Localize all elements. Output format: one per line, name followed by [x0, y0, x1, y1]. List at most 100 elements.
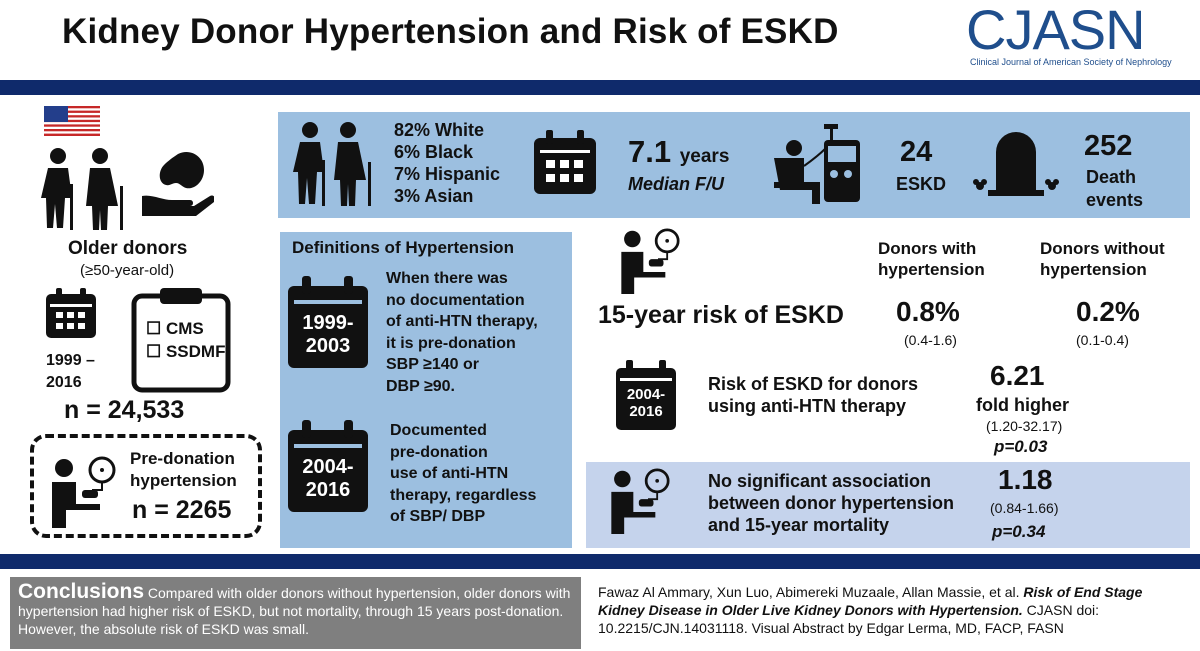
eskd-label: ESKD [896, 174, 947, 194]
period2-badge: 2004- 2016 [288, 456, 368, 502]
followup-unit: years [679, 146, 730, 167]
total-donors: n = 24,533 [64, 396, 185, 424]
demo-black: 6% Black [394, 142, 474, 162]
pre-donation-label-2: hypertension [130, 471, 237, 490]
blood-pressure-patient-icon [621, 228, 680, 294]
period1-line: When there was [386, 270, 508, 287]
mortality-text: No significant association between donor… [708, 470, 954, 536]
period1-line: SBP ≥140 or [386, 356, 479, 373]
death-label-2: events [1086, 190, 1144, 210]
dialysis-machine-icon [774, 124, 860, 204]
study-years-start: 1999 – [46, 352, 95, 369]
followup-label: Median F/U [628, 174, 725, 194]
period1-line: no documentation [386, 291, 525, 309]
col-without-htn: Donors without hypertension [1040, 238, 1165, 280]
mortality-text-line2: between donor hypertension [708, 493, 955, 513]
period1-definition: When there was no documentation of anti-… [386, 268, 538, 397]
risk-label: 15-year risk of ESKD [598, 301, 844, 329]
pre-donation-box [30, 434, 262, 538]
calendar-icon [616, 360, 676, 430]
donor-age-range: (≥50-year-old) [80, 262, 175, 279]
col-without-htn-line2: hypertension [1040, 260, 1147, 279]
risk-without-htn: 0.2% [1076, 296, 1140, 327]
period2-line: use of anti-HTN [390, 465, 509, 482]
calendar-icon [288, 276, 368, 368]
study-years-end: 2016 [46, 374, 82, 391]
death-label-1: Death [1086, 167, 1137, 187]
demographics-list: 82% White 6% Black 7% Hispanic 3% Asian [394, 119, 500, 207]
period1-end: 2003 [305, 335, 351, 357]
checkbox-icon: ☐ [146, 319, 166, 338]
citation: Fawaz Al Ammary, Xun Luo, Abimereki Muza… [598, 583, 1188, 637]
antihtn-label: Risk of ESKD for donors using anti-HTN t… [708, 373, 918, 417]
journal-logo-subtitle: Clinical Journal of American Society of … [970, 57, 1172, 67]
calendar-icon [46, 288, 96, 338]
period1-line: DBP ≥90. [386, 377, 455, 395]
col-with-htn-line2: hypertension [878, 260, 985, 279]
blood-pressure-patient-icon [611, 468, 670, 534]
source-list: ☐ CMS ☐ SSDMF [146, 318, 225, 362]
us-flag-icon [44, 106, 100, 136]
header-divider [0, 80, 1200, 95]
mortality-text-line1: No significant association [708, 471, 932, 491]
period2-line: Documented [390, 422, 487, 439]
mortality-ci: (0.84-1.66) [990, 500, 1059, 516]
col-with-htn: Donors with hypertension [878, 238, 985, 280]
pre-donation-count: n = 2265 [132, 496, 232, 524]
risk-without-htn-ci: (0.1-0.4) [1076, 332, 1129, 348]
conclusion-heading: Conclusions [18, 580, 145, 603]
demo-hispanic: 7% Hispanic [394, 164, 501, 184]
death-count: 252 [1084, 130, 1133, 162]
source-ssdmf: SSDMF [165, 342, 226, 361]
older-donors-icon [41, 148, 123, 230]
pre-donation-label-1: Pre-donation [130, 449, 235, 468]
risk-with-htn-ci: (0.4-1.6) [904, 332, 957, 348]
stats-panel [278, 112, 1190, 218]
period2-start: 2004- [302, 456, 354, 478]
eskd-count: 24 [900, 136, 933, 168]
older-couple-icon [293, 122, 371, 206]
citation-details: CJASN doi: 10.2215/CJN.14031118. Visual … [598, 602, 1100, 636]
fold-label: fold higher [976, 395, 1069, 415]
risk-with-htn: 0.8% [896, 296, 960, 327]
journal-logo: CJASN [966, 0, 1146, 61]
calendar-icon [534, 130, 596, 194]
antihtn-label-line2: using anti-HTN therapy [708, 396, 907, 416]
period1-start: 1999- [302, 312, 354, 334]
calendar-icon [288, 420, 368, 512]
tombstone-icon [973, 132, 1059, 196]
antihtn-period-start: 2004- [626, 386, 666, 403]
antihtn-period-end: 2016 [629, 403, 663, 420]
period2-end: 2016 [305, 479, 351, 501]
fold-p-value: p=0.03 [994, 437, 1048, 456]
mortality-value: 1.18 [998, 464, 1053, 495]
fold-value: 6.21 [990, 360, 1045, 391]
kidney-in-hand-icon [142, 151, 214, 216]
citation-title: Risk of End Stage Kidney Disease in Olde… [598, 584, 1143, 618]
antihtn-period-badge: 2004- 2016 [616, 386, 676, 420]
col-without-htn-line1: Donors without [1040, 239, 1165, 258]
page-title: Kidney Donor Hypertension and Risk of ES… [62, 12, 839, 51]
followup-number: 7.1 [628, 134, 672, 169]
clipboard-icon [131, 288, 231, 393]
fold-ci: (1.20-32.17) [986, 418, 1063, 434]
period2-line: therapy, regardless [390, 486, 537, 504]
period2-line: pre-donation [390, 443, 488, 461]
mortality-panel [586, 462, 1190, 548]
period1-line: of anti-HTN therapy, [386, 313, 538, 330]
mortality-text-line3: and 15-year mortality [708, 515, 890, 535]
footer-divider [0, 554, 1200, 569]
citation-authors: Fawaz Al Ammary, Xun Luo, Abimereki Muza… [598, 584, 1024, 600]
col-with-htn-line1: Donors with [878, 239, 977, 258]
period1-badge: 1999- 2003 [288, 312, 368, 358]
period1-line: it is pre-donation [386, 334, 516, 352]
source-cms: CMS [165, 319, 204, 338]
demo-white: 82% White [394, 120, 485, 140]
definitions-title: Definitions of Hypertension [292, 238, 514, 257]
older-donors-title: Older donors [68, 238, 188, 259]
period2-definition: Documented pre-donation use of anti-HTN … [390, 420, 536, 528]
period2-line: of SBP/ DBP [390, 508, 486, 525]
antihtn-label-line1: Risk of ESKD for donors [708, 374, 919, 394]
conclusion-text: Compared with older donors without hyper… [18, 585, 571, 637]
conclusion-box: Conclusions Compared with older donors w… [10, 577, 581, 649]
